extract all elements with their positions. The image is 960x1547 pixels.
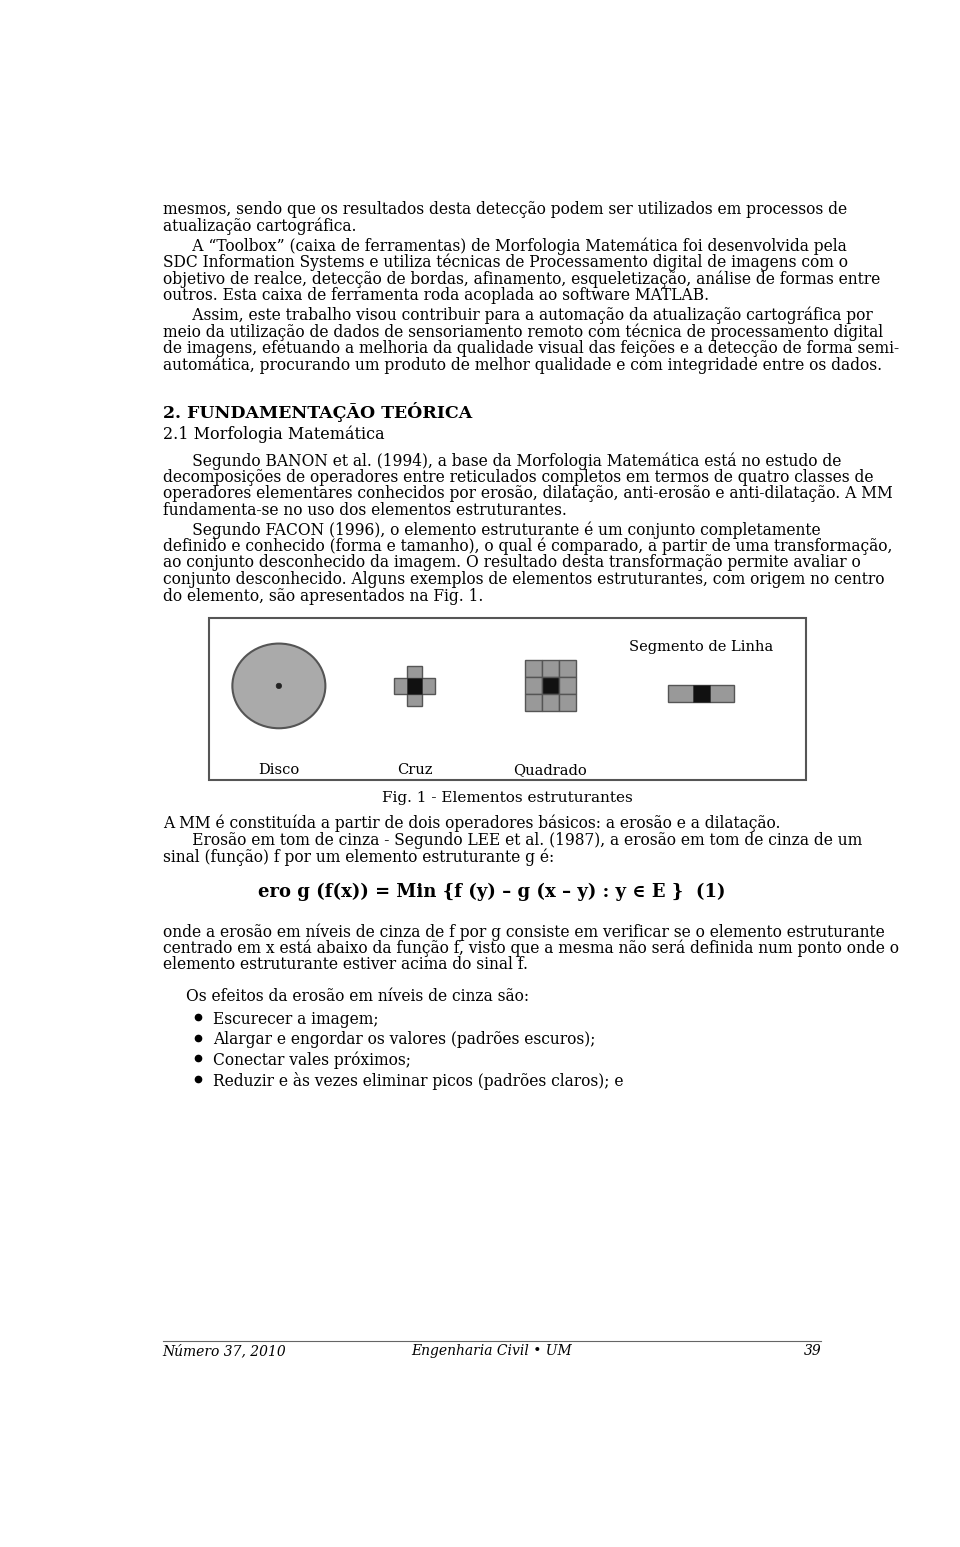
Text: operadores elementares conhecidos por erosão, dilatação, anti-erosão e anti-dila: operadores elementares conhecidos por er…: [162, 486, 893, 503]
Text: Erosão em tom de cinza - Segundo LEE et al. (1987), a erosão em tom de cinza de : Erosão em tom de cinza - Segundo LEE et …: [162, 832, 862, 849]
Text: Segundo FACON (1996), o elemento estruturante é um conjunto completamente: Segundo FACON (1996), o elemento estrutu…: [162, 521, 820, 538]
Text: outros. Esta caixa de ferramenta roda acoplada ao software MATLAB.: outros. Esta caixa de ferramenta roda ac…: [162, 286, 708, 303]
Text: 39: 39: [804, 1344, 822, 1358]
Text: decomposições de operadores entre reticulados completos em termos de quatro clas: decomposições de operadores entre reticu…: [162, 469, 874, 486]
Text: elemento estruturante estiver acima do sinal f.: elemento estruturante estiver acima do s…: [162, 956, 528, 973]
Text: mesmos, sendo que os resultados desta detecção podem ser utilizados em processos: mesmos, sendo que os resultados desta de…: [162, 201, 847, 218]
Bar: [541, 661, 559, 678]
Bar: [209, 617, 805, 780]
Text: meio da utilização de dados de sensoriamento remoto com técnica de processamento: meio da utilização de dados de sensoriam…: [162, 323, 883, 340]
Bar: [524, 695, 541, 712]
Ellipse shape: [232, 644, 325, 729]
Text: automática, procurando um produto de melhor qualidade e com integridade entre os: automática, procurando um produto de mel…: [162, 356, 881, 374]
Text: Engenharia Civil • UM: Engenharia Civil • UM: [412, 1344, 572, 1358]
Text: ero g (f(x)) = Min {f (y) – g (x – y) : y ∈ E }  (1): ero g (f(x)) = Min {f (y) – g (x – y) : …: [258, 882, 726, 900]
Bar: [668, 685, 734, 702]
Text: centrado em x está abaixo da função f, visto que a mesma não será definida num p: centrado em x está abaixo da função f, v…: [162, 941, 899, 958]
Bar: [524, 661, 541, 678]
Text: onde a erosão em níveis de cinza de f por g consiste em verificar se o elemento : onde a erosão em níveis de cinza de f po…: [162, 924, 884, 941]
Text: Fig. 1 - Elementos estruturantes: Fig. 1 - Elementos estruturantes: [382, 791, 633, 806]
Ellipse shape: [276, 684, 281, 688]
Bar: [541, 695, 559, 712]
Text: Os efeitos da erosão em níveis de cinza são:: Os efeitos da erosão em níveis de cinza …: [186, 989, 529, 1006]
Text: A MM é constituída a partir de dois operadores básicos: a erosão e a dilatação.: A MM é constituída a partir de dois oper…: [162, 814, 780, 832]
Bar: [407, 678, 422, 693]
Text: Reduzir e às vezes eliminar picos (padrões claros); e: Reduzir e às vezes eliminar picos (padrõ…: [213, 1072, 623, 1091]
Bar: [541, 678, 559, 695]
Text: atualização cartográfica.: atualização cartográfica.: [162, 218, 356, 235]
Text: ao conjunto desconhecido da imagem. O resultado desta transformação permite aval: ao conjunto desconhecido da imagem. O re…: [162, 554, 860, 571]
Text: 2. FUNDAMENTAÇÃO TEÓRICA: 2. FUNDAMENTAÇÃO TEÓRICA: [162, 402, 472, 422]
Text: Conectar vales próximos;: Conectar vales próximos;: [213, 1052, 411, 1069]
Text: Segundo BANON et al. (1994), a base da Morfologia Matemática está no estudo de: Segundo BANON et al. (1994), a base da M…: [162, 452, 841, 470]
Text: Alargar e engordar os valores (padrões escuros);: Alargar e engordar os valores (padrões e…: [213, 1032, 595, 1049]
Bar: [693, 685, 709, 702]
Text: de imagens, efetuando a melhoria da qualidade visual das feições e a detecção de: de imagens, efetuando a melhoria da qual…: [162, 340, 899, 357]
Text: do elemento, são apresentados na Fig. 1.: do elemento, são apresentados na Fig. 1.: [162, 588, 483, 605]
Text: conjunto desconhecido. Alguns exemplos de elementos estruturantes, com origem no: conjunto desconhecido. Alguns exemplos d…: [162, 571, 884, 588]
Bar: [559, 695, 576, 712]
Text: Assim, este trabalho visou contribuir para a automação da atualização cartográfi: Assim, este trabalho visou contribuir pa…: [162, 306, 873, 323]
Text: objetivo de realce, detecção de bordas, afinamento, esqueletização, análise de f: objetivo de realce, detecção de bordas, …: [162, 271, 880, 288]
Bar: [407, 665, 422, 705]
Text: SDC Information Systems e utiliza técnicas de Processamento digital de imagens c: SDC Information Systems e utiliza técnic…: [162, 254, 848, 271]
Text: Segmento de Linha: Segmento de Linha: [629, 639, 774, 653]
Bar: [524, 678, 541, 695]
Text: Cruz: Cruz: [396, 763, 432, 777]
Text: Escurecer a imagem;: Escurecer a imagem;: [213, 1012, 378, 1029]
Text: fundamenta-se no uso dos elementos estruturantes.: fundamenta-se no uso dos elementos estru…: [162, 501, 566, 518]
Bar: [559, 661, 576, 678]
Bar: [395, 678, 435, 693]
Text: Disco: Disco: [258, 763, 300, 777]
Text: Número 37, 2010: Número 37, 2010: [162, 1344, 286, 1358]
Text: A “Toolbox” (caixa de ferramentas) de Morfologia Matemática foi desenvolvida pel: A “Toolbox” (caixa de ferramentas) de Mo…: [162, 237, 847, 255]
Text: sinal (função) f por um elemento estruturante g é:: sinal (função) f por um elemento estrutu…: [162, 849, 554, 866]
Text: Quadrado: Quadrado: [514, 763, 587, 777]
Bar: [559, 678, 576, 695]
Text: definido e conhecido (forma e tamanho), o qual é comparado, a partir de uma tran: definido e conhecido (forma e tamanho), …: [162, 538, 892, 555]
Text: 2.1 Morfologia Matemática: 2.1 Morfologia Matemática: [162, 425, 384, 442]
